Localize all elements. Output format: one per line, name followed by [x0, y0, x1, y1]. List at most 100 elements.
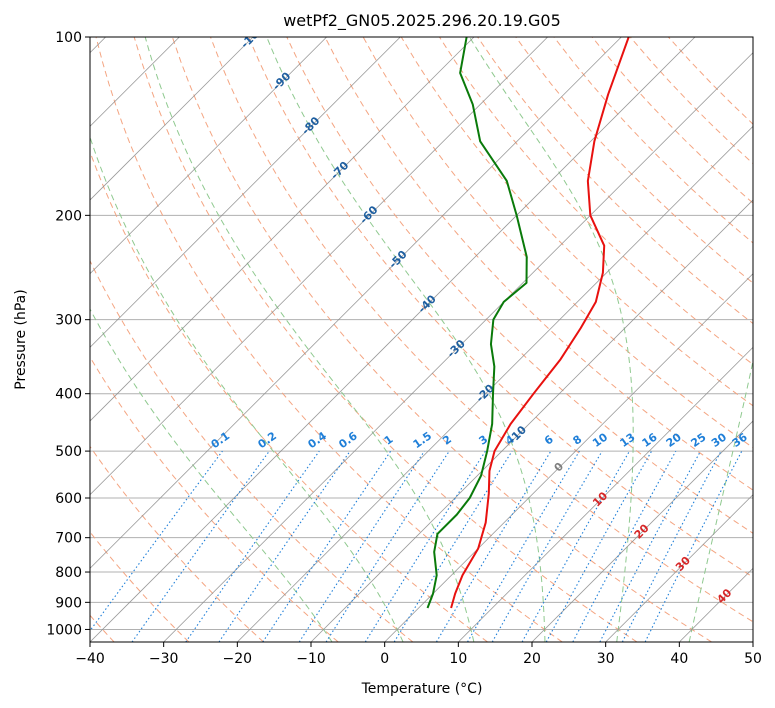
dry-adiabat	[668, 37, 753, 125]
dry-adiabat	[210, 37, 753, 623]
isotherm-line	[90, 37, 696, 642]
mixing-ratio-line	[435, 450, 552, 642]
isotherm-line	[90, 37, 254, 201]
y-tick-label: 400	[55, 387, 82, 403]
isotherm-line	[90, 37, 622, 569]
moist-adiabat	[266, 37, 546, 642]
isotherm-line	[752, 641, 753, 642]
isotherm-line	[531, 420, 753, 642]
dry-adiabat	[553, 37, 753, 244]
mixing-ratio-label: 8	[571, 433, 585, 448]
x-tick-label: 30	[597, 651, 615, 667]
mixing-ratio-line	[218, 450, 351, 642]
x-axis: −40 −30 −20 −10 0 10 20 30 40 50	[75, 642, 762, 667]
y-tick-label: 500	[55, 444, 82, 460]
isotherm-label: -50	[386, 248, 409, 271]
dry-adiabat	[90, 445, 264, 642]
mixing-ratio-label: 2	[440, 433, 454, 448]
moist-adiabat	[90, 308, 333, 642]
x-tick-label: 10	[449, 651, 467, 667]
dry-adiabat	[286, 37, 753, 534]
x-tick-label: −20	[223, 651, 253, 667]
dry-adiabat	[90, 150, 488, 642]
isotherm-line	[163, 52, 753, 642]
dry-adiabat	[515, 37, 753, 284]
dry-adiabat	[248, 37, 753, 578]
plot-frame	[89, 36, 754, 643]
isotherm-label: 10	[590, 489, 610, 509]
y-tick-label: 200	[55, 208, 82, 224]
y-tick-label: 600	[55, 491, 82, 507]
isotherm-label: 0	[552, 460, 567, 475]
y-tick-label: 1000	[46, 622, 82, 638]
x-tick-label: 0	[380, 651, 389, 667]
isotherm-label: -80	[299, 114, 322, 137]
dry-adiabat	[133, 37, 638, 642]
isotherm-line	[90, 37, 401, 348]
dewpoint-profile-line	[426, 37, 528, 609]
mixing-ratio-label: 13	[617, 431, 637, 450]
isotherm-label: -70	[328, 159, 351, 182]
mixing-ratio-line	[262, 450, 392, 642]
mixing-ratio-line	[90, 450, 223, 632]
mixing-ratio-line	[325, 450, 450, 642]
mixing-ratio-line	[599, 450, 702, 642]
moist-adiabat	[688, 358, 753, 642]
mixing-ratio-line	[521, 450, 630, 642]
mixing-ratio-line	[364, 450, 486, 642]
mixing-ratio-line	[131, 450, 270, 642]
mixing-ratio-label: 16	[640, 430, 660, 450]
mixing-ratio-label: 1	[382, 433, 396, 448]
x-tick-label: −30	[149, 651, 179, 667]
isotherm-line	[605, 494, 753, 642]
mixing-ratio-line	[185, 450, 320, 642]
x-tick-label: 50	[744, 651, 762, 667]
isotherm-line	[384, 273, 753, 642]
plot-area: 0.1 0.2 0.4 0.6 1 1.5 2 3 4 6 8 10 13 16 20 25 30 36-100-…	[90, 37, 753, 642]
mixing-ratio-line	[298, 450, 425, 642]
mixing-ratio-line	[545, 450, 653, 642]
mixing-ratio-label: 30	[709, 430, 729, 450]
isotherm-line	[90, 37, 475, 422]
mixing-ratio-label: 6	[542, 433, 556, 448]
mixing-ratio-label: 0.2	[256, 429, 279, 451]
mixing-ratio-line	[393, 450, 513, 642]
x-axis-title: Temperature (°C)	[361, 681, 483, 697]
dry-adiabat	[95, 37, 563, 642]
y-tick-label: 700	[55, 531, 82, 547]
isotherm-label: -30	[445, 337, 468, 360]
isotherm-label: -40	[416, 292, 439, 315]
isotherm-line	[310, 199, 753, 642]
x-tick-label: −10	[296, 651, 326, 667]
mixing-ratio-label: 0.4	[306, 429, 330, 451]
isotherm-line	[237, 125, 753, 642]
y-axis-title: Pressure (hPa)	[13, 289, 29, 389]
isotherm-line	[90, 37, 548, 496]
moist-adiabat	[469, 37, 634, 642]
chart-title: wetPf2_GN05.2025.296.20.19.G05	[283, 11, 561, 31]
y-tick-label: 100	[55, 30, 82, 46]
mixing-ratio-label: 0.6	[336, 429, 360, 451]
dry-adiabat	[90, 356, 339, 642]
x-tick-label: 40	[670, 651, 688, 667]
dry-adiabat	[324, 37, 753, 491]
dry-adiabat	[171, 37, 712, 642]
temperature-profile-line	[450, 37, 630, 609]
x-tick-label: 20	[523, 651, 541, 667]
mixing-ratio-label: 0.1	[209, 429, 232, 451]
x-tick-label: −40	[75, 651, 105, 667]
moist-adiabat	[144, 37, 475, 642]
isotherm-label: -60	[357, 203, 380, 226]
isotherm-line	[458, 346, 753, 642]
isotherm-line	[679, 567, 753, 642]
isotherm-line	[90, 37, 327, 275]
isotherm-label: 20	[632, 521, 652, 541]
isotherm-label: 30	[673, 554, 693, 574]
moist-adiabat	[90, 135, 404, 642]
y-tick-label: 800	[55, 565, 82, 581]
y-tick-label: 300	[55, 313, 82, 329]
y-axis: 100 200 300 400 500 600 700 800 900 1000	[46, 30, 90, 638]
isotherm-label: 40	[714, 586, 734, 606]
dry-adiabat	[591, 37, 753, 204]
